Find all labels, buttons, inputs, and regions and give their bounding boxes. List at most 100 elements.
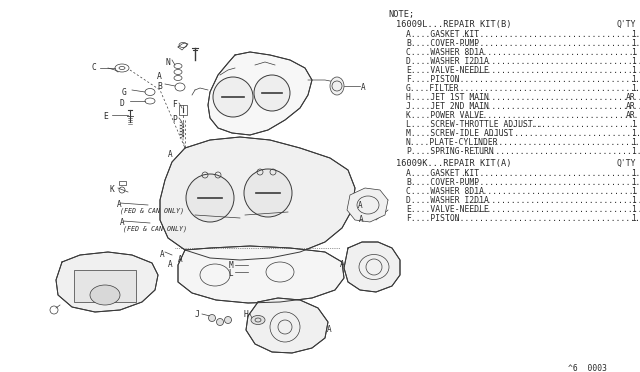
Polygon shape — [208, 52, 312, 135]
Text: ..................................................: ........................................… — [445, 214, 640, 223]
Text: H: H — [243, 310, 248, 319]
Text: K....POWER VALVE: K....POWER VALVE — [406, 111, 484, 120]
Text: A: A — [361, 83, 365, 92]
Text: ..............................................: ........................................… — [460, 39, 640, 48]
Text: G....FILTER: G....FILTER — [406, 84, 460, 93]
Text: 1: 1 — [631, 129, 636, 138]
Text: ............................................: ........................................… — [467, 205, 640, 214]
Text: A: A — [160, 250, 164, 259]
Text: 16009K...REPAIR KIT(A): 16009K...REPAIR KIT(A) — [396, 159, 511, 168]
Text: 1: 1 — [631, 205, 636, 214]
Polygon shape — [347, 188, 388, 222]
Circle shape — [186, 174, 234, 222]
Text: B....COVER-PUMP: B....COVER-PUMP — [406, 178, 479, 187]
Text: .......................................: ....................................... — [485, 129, 640, 138]
Text: ............................................: ........................................… — [467, 66, 640, 75]
Polygon shape — [56, 252, 158, 312]
Text: 1: 1 — [631, 84, 636, 93]
Text: C....WASHER 8D1A: C....WASHER 8D1A — [406, 187, 484, 196]
Text: P....SPRING-RETURN: P....SPRING-RETURN — [406, 147, 493, 156]
Text: B: B — [157, 82, 162, 91]
Text: D: D — [120, 99, 125, 108]
Text: E....VALVE-NEEDLE: E....VALVE-NEEDLE — [406, 205, 489, 214]
Ellipse shape — [251, 315, 265, 324]
Text: ............................................: ........................................… — [467, 57, 640, 66]
Text: .............................................: ........................................… — [463, 187, 640, 196]
Text: A....GASKET KIT: A....GASKET KIT — [406, 30, 479, 39]
Text: ..............................................: ........................................… — [460, 169, 640, 178]
Ellipse shape — [90, 285, 120, 305]
Text: 1: 1 — [631, 178, 636, 187]
Text: (FED & CAN ONLY): (FED & CAN ONLY) — [120, 208, 184, 215]
Text: Q'TY: Q'TY — [616, 159, 636, 168]
Text: D....WASHER I2D1A: D....WASHER I2D1A — [406, 196, 489, 205]
Ellipse shape — [330, 77, 344, 95]
Text: 1: 1 — [631, 196, 636, 205]
Text: C....WASHER 8D1A: C....WASHER 8D1A — [406, 48, 484, 57]
Text: 1: 1 — [631, 120, 636, 129]
Text: A: A — [340, 260, 344, 269]
Polygon shape — [344, 242, 400, 292]
Text: ..............................................: ........................................… — [460, 30, 640, 39]
Text: .............................................: ........................................… — [463, 111, 640, 120]
Text: A: A — [168, 260, 173, 269]
Text: A: A — [358, 215, 363, 224]
Polygon shape — [178, 246, 344, 303]
Text: N....PLATE-CYLINDER: N....PLATE-CYLINDER — [406, 138, 499, 147]
Text: A: A — [168, 150, 173, 159]
Text: .................................: ................................. — [507, 120, 640, 129]
Text: 1: 1 — [631, 30, 636, 39]
Text: ............................................: ........................................… — [467, 196, 640, 205]
Text: Q'TY: Q'TY — [616, 20, 636, 29]
Text: L....SCREW-THROTTLE ADJUST..: L....SCREW-THROTTLE ADJUST.. — [406, 120, 543, 129]
Text: 1: 1 — [631, 169, 636, 178]
Text: M....SCREW-IDLE ADJUST: M....SCREW-IDLE ADJUST — [406, 129, 513, 138]
Text: ^6  0003: ^6 0003 — [568, 364, 607, 372]
Text: A: A — [117, 200, 122, 209]
Text: E: E — [103, 112, 108, 121]
Text: 16009L...REPAIR KIT(B): 16009L...REPAIR KIT(B) — [396, 20, 511, 29]
Text: 1: 1 — [631, 57, 636, 66]
Text: 1: 1 — [631, 48, 636, 57]
Text: F: F — [172, 100, 177, 109]
Text: AR: AR — [627, 102, 636, 111]
Text: H....JET 1ST MAIN: H....JET 1ST MAIN — [406, 93, 489, 102]
Text: AR: AR — [627, 111, 636, 120]
Text: A....GASKET KIT: A....GASKET KIT — [406, 169, 479, 178]
Text: ..........................................: ........................................… — [474, 138, 640, 147]
Text: 1: 1 — [631, 75, 636, 84]
Text: 1: 1 — [631, 66, 636, 75]
Circle shape — [213, 77, 253, 117]
Text: .............................................: ........................................… — [463, 48, 640, 57]
Bar — [119, 181, 126, 185]
Text: 1: 1 — [631, 147, 636, 156]
Text: F....PISTON: F....PISTON — [406, 214, 460, 223]
Text: 1: 1 — [631, 39, 636, 48]
Text: D....WASHER I2D1A: D....WASHER I2D1A — [406, 57, 489, 66]
Text: ..............................................: ........................................… — [460, 178, 640, 187]
Text: C: C — [92, 62, 97, 71]
Circle shape — [216, 318, 223, 326]
Text: E....VALVE-NEEDLE: E....VALVE-NEEDLE — [406, 66, 489, 75]
Polygon shape — [246, 298, 328, 353]
Text: B....COVER-PUMP: B....COVER-PUMP — [406, 39, 479, 48]
Polygon shape — [160, 137, 355, 260]
Text: J....JET 2ND MAIN: J....JET 2ND MAIN — [406, 102, 489, 111]
Text: 1: 1 — [631, 214, 636, 223]
Text: P: P — [172, 115, 177, 124]
Bar — [179, 105, 187, 115]
Text: 1: 1 — [631, 138, 636, 147]
Bar — [74, 270, 136, 302]
Text: A: A — [178, 255, 182, 264]
Text: 1: 1 — [631, 187, 636, 196]
Text: L: L — [228, 269, 233, 278]
Text: NOTE;: NOTE; — [388, 10, 414, 19]
Text: ..................................................: ........................................… — [445, 84, 640, 93]
Text: A: A — [120, 218, 125, 227]
Circle shape — [254, 75, 290, 111]
Text: A: A — [157, 72, 162, 81]
Text: K: K — [110, 185, 115, 194]
Text: AR: AR — [627, 93, 636, 102]
Text: ..................................................: ........................................… — [445, 75, 640, 84]
Text: M: M — [228, 262, 233, 270]
